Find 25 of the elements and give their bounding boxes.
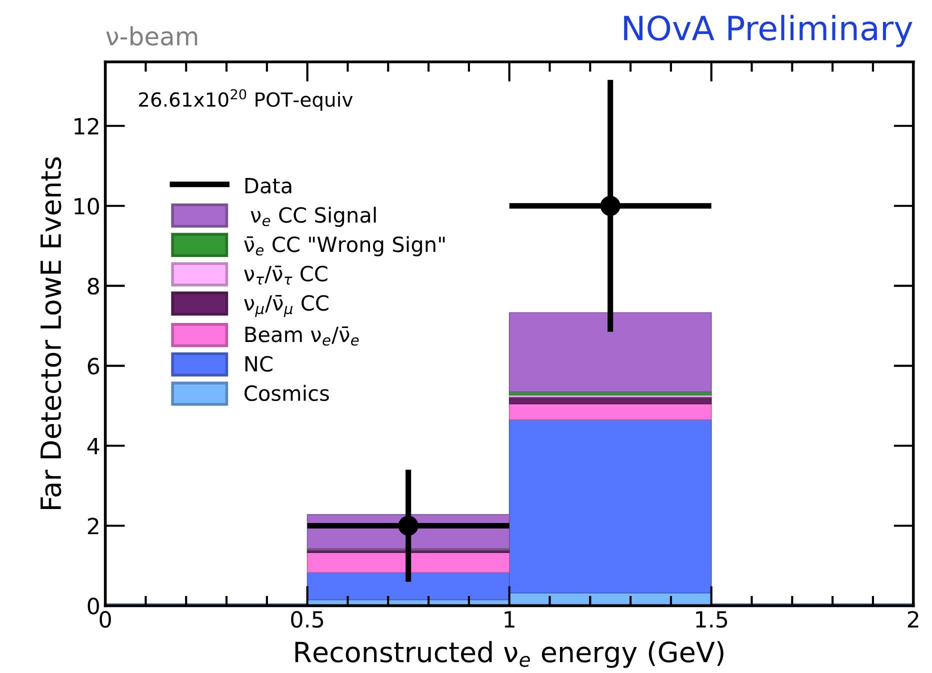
x-tick-label: 0.5 [291,610,324,628]
legend-label: Beam ν$_{e}$/ν̄$_{e}$ [245,326,359,346]
x-tick-label: 1 [504,611,514,628]
legend-label: Cosmics [244,384,329,402]
x-tick-label: 2 [908,610,918,628]
x-tick-label: 1.5 [696,611,728,628]
legend-label: NC [245,356,272,372]
y-tick-label: 6 [88,358,100,375]
legend-label: ν̄$_{e}$ CC "Wrong Sign" [244,236,445,256]
legend-label: ν$_{τ}$/ν̄$_{τ}$ CC [244,266,328,285]
annotation: 26.61x10$^{20}$ POT-equiv [139,89,353,111]
y-tick-label: 12 [74,118,98,134]
y-tick-label: 10 [74,198,99,215]
y-tick-label: 4 [87,438,100,454]
y-tick-label: 8 [88,278,99,295]
y-tick-label: 0 [88,598,99,614]
y-axis-title: Far Detector LowE Events [40,157,62,509]
chart-title: NOvA Preliminary [624,14,912,48]
legend-label: Data [245,178,292,194]
chart-subtitle: ν-beam [106,26,198,46]
legend-label: ν$_{e}$ CC Signal [250,206,376,227]
x-axis-title: Reconstructed ν$_{e}$ energy (GeV) [295,641,724,668]
y-tick-label: 2 [88,518,98,534]
legend-label: ν$_{μ}$/ν̄$_{μ}$ CC [244,295,328,317]
x-tick-label: 0 [100,610,111,628]
